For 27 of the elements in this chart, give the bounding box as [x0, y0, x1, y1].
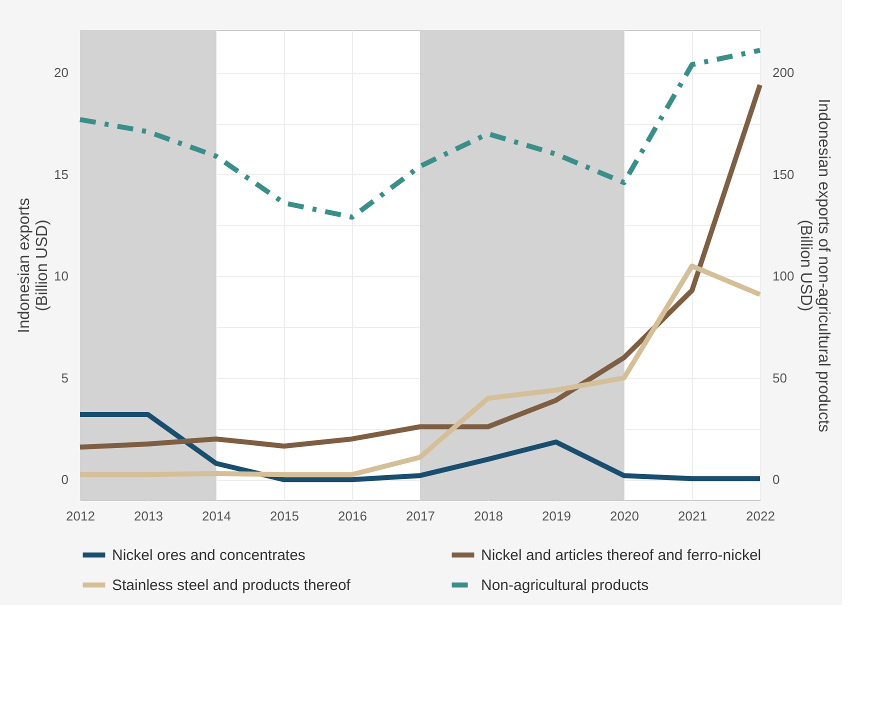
y-tick-label: 5	[61, 370, 68, 386]
x-tick-label: 2020	[610, 508, 639, 524]
legend-label: Nickel and articles thereof and ferro-nickel	[481, 547, 762, 564]
x-tick-label: 2022	[746, 508, 775, 524]
y2-tick-label: 0	[772, 472, 780, 488]
x-tick-label: 2021	[678, 508, 707, 524]
y-tick-label: 10	[54, 268, 68, 284]
y-tick-label: 0	[61, 472, 68, 488]
x-tick-label: 2015	[270, 508, 299, 524]
y2-tick-label: 100	[772, 268, 794, 284]
y-axis-title: Indonesian exports (Billion USD)	[16, 198, 52, 334]
y-tick-label: 20	[54, 65, 68, 80]
x-tick-label: 2017	[406, 508, 435, 524]
x-tick-label: 2019	[542, 508, 571, 524]
x-tick-label: 2013	[134, 508, 163, 524]
x-tick-label: 2016	[338, 508, 367, 524]
y2-tick-label: 50	[772, 370, 787, 386]
legend-label: Stainless steel and products thereof	[112, 577, 352, 594]
x-tick-label: 2014	[202, 508, 231, 524]
legend-label: Non-agricultural products	[481, 577, 649, 594]
y-tick-label: 15	[54, 166, 68, 182]
y2-tick-label: 150	[772, 166, 794, 182]
legend-label: Nickel ores and concentrates	[112, 547, 306, 564]
x-tick-label: 2018	[474, 508, 503, 524]
y2-tick-label: 200	[772, 65, 794, 80]
y2-axis-title: Indonesian exports of non-agricultural products (Billion USD)	[797, 98, 832, 432]
x-tick-label: 2012	[66, 508, 95, 524]
